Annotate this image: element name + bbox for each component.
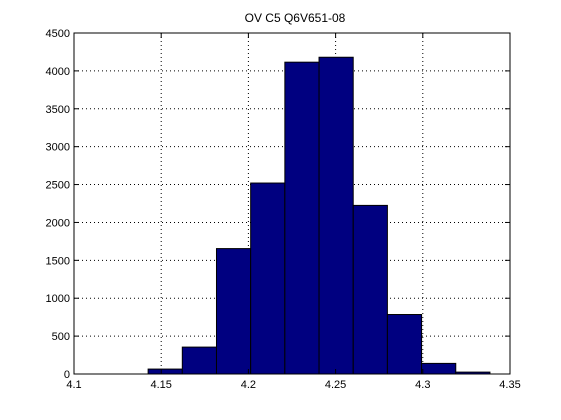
y-tick-label: 1500	[46, 255, 70, 267]
histogram-bar	[181, 346, 217, 375]
histogram-bar	[147, 368, 183, 375]
histogram-bar	[284, 61, 320, 375]
y-tick-label: 4000	[46, 66, 70, 78]
histogram-bar	[352, 204, 388, 375]
y-tick-label: 3500	[46, 104, 70, 116]
y-tick-label: 500	[52, 331, 70, 343]
chart-title: OV C5 Q6V651-08	[245, 11, 346, 25]
y-tick-label: 3000	[46, 142, 70, 154]
tick-labels: 4.1 4.15 4.2 4.25 4.3 4.35 0 500 1000 1500 2000 250…	[46, 28, 521, 391]
axis-ticks	[73, 32, 511, 375]
y-tick-label: 4500	[46, 28, 70, 40]
y-tick-label: 2500	[46, 180, 70, 192]
axes-box	[73, 32, 511, 375]
histogram-bar	[421, 362, 457, 375]
histogram-bar	[250, 182, 286, 375]
histogram-bar	[318, 56, 354, 375]
histogram-bar	[386, 314, 423, 375]
y-tick-label: 0	[64, 369, 70, 381]
histogram-bar	[215, 248, 252, 375]
x-tick-label: 4.15	[150, 379, 171, 391]
x-tick-label: 4.1	[66, 379, 81, 391]
y-tick-label: 2000	[46, 217, 70, 229]
y-tick-label: 1000	[46, 293, 70, 305]
x-tick-label: 4.3	[415, 379, 430, 391]
x-tick-label: 4.25	[325, 379, 346, 391]
x-tick-label: 4.35	[499, 379, 520, 391]
x-tick-label: 4.2	[241, 379, 256, 391]
